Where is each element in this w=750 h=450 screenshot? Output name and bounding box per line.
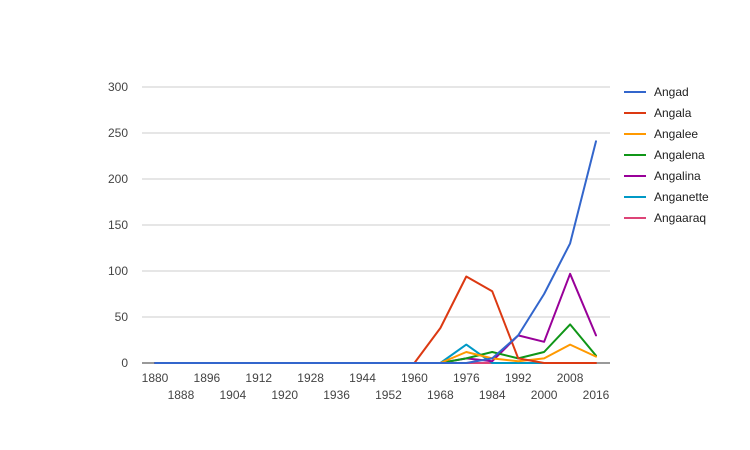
- y-tick-label: 100: [108, 264, 128, 278]
- series-lines: [154, 140, 597, 364]
- x-tick-label: 1888: [168, 388, 195, 402]
- x-tick-label: 1928: [297, 371, 324, 385]
- x-tick-label: 1904: [219, 388, 246, 402]
- y-tick-label: 200: [108, 172, 128, 186]
- gridlines: [142, 86, 610, 364]
- legend-label: Angalee: [654, 127, 698, 141]
- legend-label: Angaaraq: [654, 211, 706, 225]
- x-tick-label: 1992: [505, 371, 532, 385]
- y-tick-label: 0: [121, 356, 128, 370]
- legend-item: Angalina: [624, 169, 701, 183]
- x-tick-label: 2008: [557, 371, 584, 385]
- legend-item: Angala: [624, 106, 692, 120]
- legend-label: Anganette: [654, 190, 709, 204]
- y-tick-label: 300: [108, 80, 128, 94]
- legend-label: Angad: [654, 85, 689, 99]
- legend-item: Angalee: [624, 127, 698, 141]
- x-tick-label: 1944: [349, 371, 376, 385]
- x-tick-label: 1984: [479, 388, 506, 402]
- x-tick-label: 1880: [142, 371, 169, 385]
- x-tick-label: 1968: [427, 388, 454, 402]
- legend: Angad Angala Angalee Angalena Angalina Angane…: [624, 85, 709, 225]
- y-tick-label: 50: [115, 310, 129, 324]
- x-tick-label: 1936: [323, 388, 350, 402]
- legend-item: Angaaraq: [624, 211, 706, 225]
- x-tick-label: 2000: [531, 388, 558, 402]
- legend-label: Angalina: [654, 169, 701, 183]
- x-tick-label: 1976: [453, 371, 480, 385]
- legend-item: Angalena: [624, 148, 705, 162]
- series-line-angala: [154, 275, 597, 364]
- y-tick-label: 150: [108, 218, 128, 232]
- x-tick-label: 1896: [194, 371, 221, 385]
- x-tick-label: 1912: [245, 371, 272, 385]
- series-line-angad: [154, 140, 597, 364]
- x-tick-label: 1960: [401, 371, 428, 385]
- legend-item: Angad: [624, 85, 689, 99]
- x-tick-label: 1952: [375, 388, 402, 402]
- x-tick-label: 2016: [583, 388, 610, 402]
- legend-item: Anganette: [624, 190, 709, 204]
- y-axis-ticks: 0 50 100 150 200 250 300: [108, 80, 128, 370]
- series-line-angalena: [154, 323, 597, 364]
- x-tick-label: 1920: [271, 388, 298, 402]
- legend-label: Angalena: [654, 148, 705, 162]
- legend-label: Angala: [654, 106, 692, 120]
- x-axis-ticks: 1880 1896 1912 1928 1944 1960 1976 1992 2008 1888…: [142, 371, 610, 402]
- y-tick-label: 250: [108, 126, 128, 140]
